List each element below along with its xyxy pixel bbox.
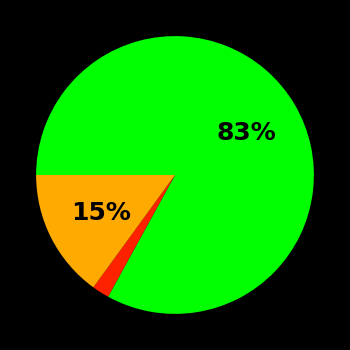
Wedge shape [36, 175, 175, 287]
Wedge shape [36, 36, 314, 314]
Wedge shape [93, 175, 175, 297]
Text: 83%: 83% [217, 121, 276, 145]
Text: 15%: 15% [71, 201, 131, 225]
